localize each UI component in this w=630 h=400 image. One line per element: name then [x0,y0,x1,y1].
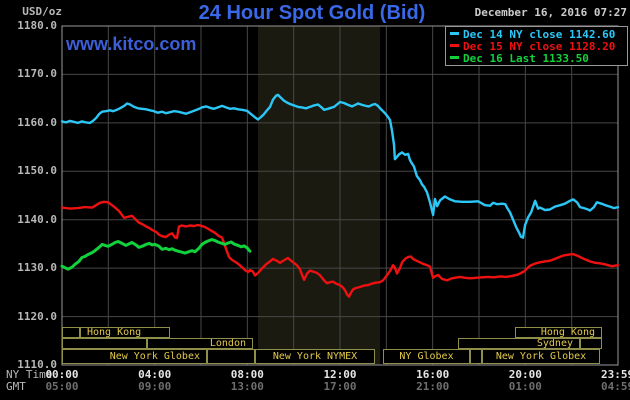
y-axis-label: 1120.0 [17,309,57,323]
x-axis-label-gmt: 01:00 [508,380,542,393]
legend-label-dec14: Dec 14 NY close 1142.60 [463,28,616,41]
y-axis-label: 1140.0 [17,212,57,226]
y-axis-label: 1180.0 [17,19,57,32]
dec15-line-swatch [450,44,459,47]
kitco-watermark: www.kitco.com [66,34,197,54]
legend-label-dec16: Dec 16 Last 1133.50 [463,52,589,65]
x-axis-label-ny: 00:00 [45,368,79,381]
x-axis-label-gmt: 21:00 [416,380,450,393]
x-axis-label-ny: 08:00 [230,368,264,381]
plot-border [61,25,619,366]
x-axis-label-ny: 04:00 [138,368,172,381]
session-bar-new-york-globex: New York Globex [482,349,600,364]
session-bar-segment [207,349,255,364]
y-axis-label: 1150.0 [17,164,57,178]
legend: Dec 14 NY close 1142.60 Dec 15 NY close … [445,26,628,66]
page-title: 24 Hour Spot Gold (Bid) [198,2,426,24]
session-bar-london: London [147,338,253,349]
ny-time-axis-header: NY Time [6,368,53,381]
y-axis-label: 1110.0 [17,358,57,371]
legend-entry-dec15: Dec 15 NY close 1128.20 [450,41,627,53]
y-axis-label: 1160.0 [17,115,57,129]
legend-entry-dec14: Dec 14 NY close 1142.60 [450,29,627,41]
x-axis-label-gmt: 04:59 [600,380,630,393]
x-axis-label-gmt: 09:00 [138,380,172,393]
x-axis-label-ny: 23:59 [600,368,630,381]
timestamp: December 16, 2016 07:27 [474,6,627,19]
session-bar-segment [62,327,80,338]
x-axis-label-gmt: 17:00 [323,380,357,393]
legend-entry-dec16: Dec 16 Last 1133.50 [450,53,627,65]
price-line-dec-15 [60,200,620,298]
session-bar-ny-globex: NY Globex [383,349,470,364]
session-bar-segment [580,338,602,349]
session-bar-sydney: Sydney [458,338,580,349]
x-axis-label-ny: 16:00 [416,368,450,381]
nymex-session-band [257,26,381,365]
session-bar-new-york-nymex: New York NYMEX [255,349,375,364]
dec16-line-swatch [450,56,459,59]
x-axis-label-ny: 12:00 [323,368,357,381]
y-axis-label: 1130.0 [17,261,57,275]
x-axis-label-ny: 20:00 [508,368,542,381]
x-axis-label-gmt: 05:00 [45,380,79,393]
y-axis-label: 1170.0 [17,67,57,81]
session-bar-segment [470,349,482,364]
x-axis-label-gmt: 13:00 [230,380,264,393]
y-axis-unit-label: USD/oz [22,5,62,18]
session-bar-hong-kong: Hong Kong [80,327,170,338]
session-bar-hong-kong: Hong Kong [515,327,602,338]
legend-label-dec15: Dec 15 NY close 1128.20 [463,40,616,53]
gmt-axis-header: GMT [6,380,26,393]
price-line-dec-14 [60,93,620,239]
price-line-dec-16 [60,238,252,271]
dec14-line-swatch [450,32,459,35]
session-bar-segment [62,338,147,349]
session-bar-new-york-globex: New York Globex [62,349,207,364]
